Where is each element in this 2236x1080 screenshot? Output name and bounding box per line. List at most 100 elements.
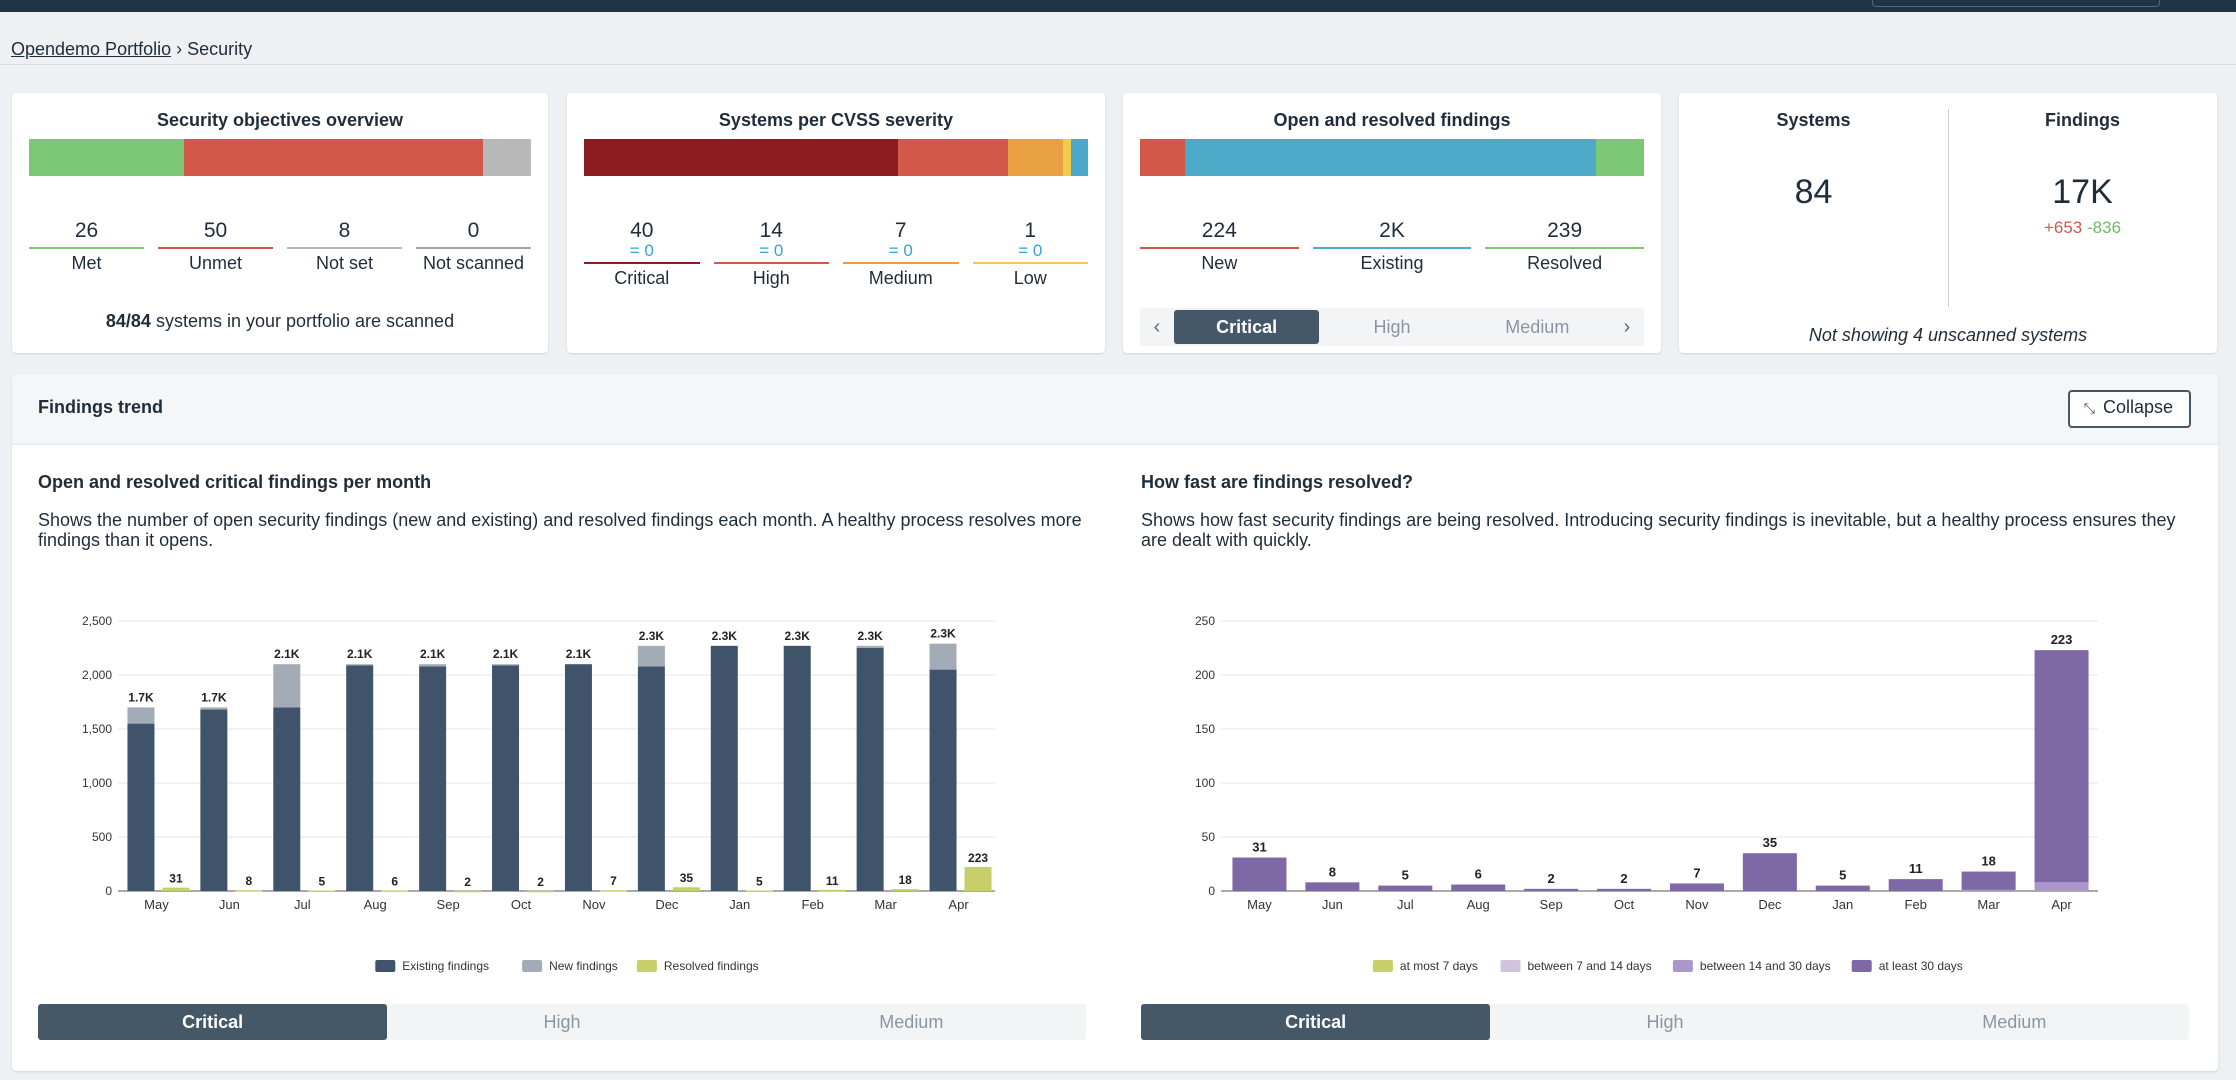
bar-new-findings[interactable] <box>492 664 520 666</box>
bar-resolved-findings[interactable] <box>818 889 846 892</box>
panel-description: Shows how fast security findings are bei… <box>1141 510 2176 550</box>
bar-resolved-findings[interactable] <box>162 887 190 891</box>
tab-medium[interactable]: Medium <box>879 1012 944 1032</box>
bar-new-findings[interactable] <box>127 707 155 724</box>
bar-resolved-findings[interactable] <box>235 890 263 892</box>
legend-label[interactable]: at most 7 days <box>1400 959 1478 973</box>
bar-at-least-30-days[interactable] <box>1815 885 1870 891</box>
bar-resolved-findings[interactable] <box>745 890 773 892</box>
bar-existing-findings[interactable] <box>929 669 957 891</box>
tab-high[interactable]: High <box>1373 317 1411 337</box>
bar-new-findings[interactable] <box>346 664 374 666</box>
legend-label[interactable]: at least 30 days <box>1879 959 1963 973</box>
bar-existing-findings[interactable] <box>637 666 665 891</box>
legend-label[interactable]: between 7 and 14 days <box>1528 959 1652 973</box>
data-label: 31 <box>1252 840 1266 855</box>
y-tick-label: 0 <box>105 884 112 898</box>
tab-medium[interactable]: Medium <box>1982 1012 2047 1032</box>
chevron-left-icon[interactable]: ‹ <box>1153 315 1161 338</box>
tab-critical[interactable]: Critical <box>38 1004 388 1040</box>
x-tick-label: Oct <box>1614 897 1635 912</box>
bar-resolved-findings[interactable] <box>308 890 336 892</box>
bar-new-findings[interactable] <box>929 643 957 670</box>
security-objectives-card: Security objectives overview 26 Met 50 Unme… <box>12 93 548 353</box>
bar-at-least-30-days[interactable] <box>2034 650 2089 883</box>
x-tick-label: Nov <box>1685 897 1709 912</box>
tab-high[interactable]: High <box>543 1012 581 1032</box>
stat-critical[interactable]: 40 = 0 Critical <box>584 219 700 289</box>
stat-existing[interactable]: 2K Existing <box>1312 219 1472 274</box>
bar-between-14-and-30-days[interactable] <box>2034 882 2089 891</box>
global-search-input[interactable] <box>1872 0 2160 7</box>
bar-resolved-findings[interactable] <box>599 890 627 892</box>
legend-label[interactable]: New findings <box>549 959 618 973</box>
bar-existing-findings[interactable] <box>273 707 301 891</box>
stat-new[interactable]: 224 New <box>1140 219 1299 274</box>
legend-label[interactable]: Resolved findings <box>664 959 759 973</box>
bar-at-least-30-days[interactable] <box>1742 853 1797 891</box>
bar-existing-findings[interactable] <box>419 666 447 891</box>
bar-resolved-findings[interactable] <box>891 889 919 891</box>
stat-low[interactable]: 1 = 0 Low <box>972 219 1088 289</box>
bar-existing-findings[interactable] <box>856 648 884 891</box>
bar-new-findings[interactable] <box>856 645 884 648</box>
stat-met[interactable]: 26 Met <box>29 219 144 274</box>
bar-at-least-30-days[interactable] <box>1888 879 1943 891</box>
stat-value: 40 <box>630 219 654 242</box>
bar-at-least-30-days[interactable] <box>1378 885 1433 891</box>
bar-at-least-30-days[interactable] <box>1451 884 1506 891</box>
section-title: Findings trend <box>38 397 163 417</box>
x-tick-label: May <box>1247 897 1272 912</box>
x-tick-label: Jan <box>1832 897 1853 912</box>
data-label: 35 <box>1763 835 1777 850</box>
legend-label[interactable]: between 14 and 30 days <box>1700 959 1831 973</box>
bar-existing-findings[interactable] <box>564 664 592 891</box>
findings-title: Findings <box>2045 110 2120 130</box>
stat-medium[interactable]: 7 = 0 Medium <box>843 219 959 289</box>
tab-critical[interactable]: Critical <box>1174 310 1320 344</box>
bar-existing-findings[interactable] <box>783 645 811 891</box>
bar-existing-findings[interactable] <box>492 665 520 891</box>
stat-not-set[interactable]: 8 Not set <box>287 219 402 274</box>
bar-resolved-findings[interactable] <box>672 887 700 891</box>
findings-stat: Findings 17K +653 -836 <box>1948 93 2217 353</box>
bar-at-least-30-days[interactable] <box>1232 857 1287 891</box>
data-label: 5 <box>318 874 325 888</box>
x-tick-label: Mar <box>874 897 897 912</box>
bar-resolved-findings[interactable] <box>454 890 482 893</box>
bar-at-least-30-days[interactable] <box>1597 888 1652 891</box>
bar-new-findings[interactable] <box>200 707 228 710</box>
legend-swatch <box>1851 960 1872 972</box>
bar-resolved-findings[interactable] <box>527 890 555 893</box>
y-tick-label: 200 <box>1195 668 1215 682</box>
bar-at-least-30-days[interactable] <box>1669 883 1724 891</box>
panel-description: Shows the number of open security findin… <box>38 510 1082 550</box>
bar-resolved-findings[interactable] <box>964 866 992 891</box>
bar-at-least-30-days[interactable] <box>1305 882 1360 891</box>
stat-unmet[interactable]: 50 Unmet <box>158 219 273 274</box>
objectives-status-bar <box>29 139 531 176</box>
tab-medium[interactable]: Medium <box>1505 317 1570 337</box>
tab-high[interactable]: High <box>1646 1012 1684 1032</box>
data-label: 2.1K <box>274 647 300 661</box>
bar-at-least-30-days[interactable] <box>1961 871 2016 890</box>
collapse-button[interactable]: ⤡ Collapse <box>2067 390 2191 428</box>
legend-label[interactable]: Existing findings <box>402 959 489 973</box>
bar-existing-findings[interactable] <box>127 723 155 891</box>
stat-resolved[interactable]: 239 Resolved <box>1485 219 1644 274</box>
bar-existing-findings[interactable] <box>200 709 228 891</box>
resolution-speed-chart: 0 50 100 150 200 250 May 31 Jun 8 Jul 5 Aug 6 Sep 2 Oct 2… <box>1195 614 2098 973</box>
bar-existing-findings[interactable] <box>346 665 374 891</box>
bar-new-findings[interactable] <box>637 645 665 667</box>
bar-new-findings[interactable] <box>273 664 301 708</box>
stat-high[interactable]: 14 = 0 High <box>713 219 829 289</box>
bar-new-findings[interactable] <box>419 664 447 667</box>
bar-at-least-30-days[interactable] <box>1524 888 1579 891</box>
bar-resolved-findings[interactable] <box>381 890 409 892</box>
tab-critical[interactable]: Critical <box>1141 1004 1491 1040</box>
bar-existing-findings[interactable] <box>710 645 738 891</box>
bar-between-14-and-30-days[interactable] <box>1961 889 2016 891</box>
stat-not-scanned[interactable]: 0 Not scanned <box>416 219 531 274</box>
chevron-right-icon[interactable]: › <box>1623 315 1631 338</box>
breadcrumb-portfolio-link[interactable]: Opendemo Portfolio <box>11 39 172 59</box>
